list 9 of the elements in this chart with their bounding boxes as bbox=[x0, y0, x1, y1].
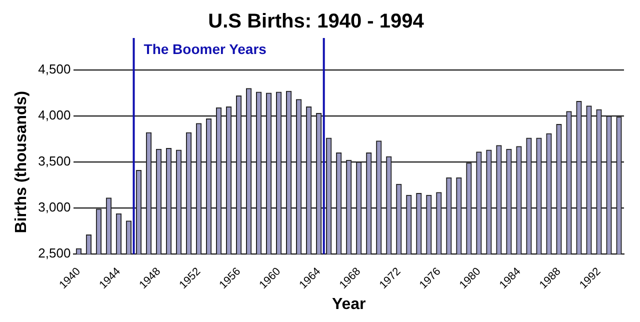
y-tick-label: 4,500 bbox=[38, 62, 71, 77]
y-tick-label: 3,000 bbox=[38, 200, 71, 215]
ref-line-label: The Boomer Years bbox=[144, 40, 267, 57]
y-tick-label: 2,500 bbox=[38, 246, 71, 261]
chart-title: U.S Births: 1940 - 1994 bbox=[208, 10, 425, 33]
x-axis-title: Year bbox=[332, 296, 366, 313]
y-tick-label: 3,500 bbox=[38, 154, 71, 169]
y-tick-label: 4,000 bbox=[38, 108, 71, 123]
y-axis-title: Births (thousands) bbox=[13, 90, 30, 234]
